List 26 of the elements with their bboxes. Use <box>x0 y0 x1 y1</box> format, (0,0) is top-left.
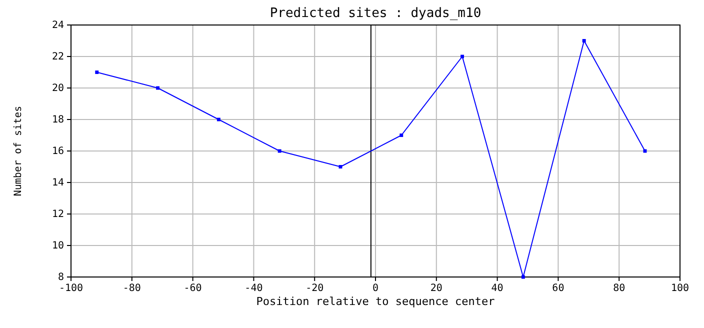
y-tick-label: 8 <box>58 272 64 284</box>
y-tick-label: 24 <box>52 20 64 32</box>
x-tick-label: 80 <box>613 283 626 294</box>
x-tick-label: -60 <box>184 283 202 294</box>
y-axis-title: Number of sites <box>13 106 24 196</box>
x-tick-label: 100 <box>670 283 690 294</box>
point <box>95 70 99 74</box>
y-tick-label: 22 <box>52 52 64 63</box>
x-axis-title: Position relative to sequence center <box>256 295 496 308</box>
x-tick-label: 0 <box>372 283 379 294</box>
point <box>582 39 586 42</box>
x-tick-label: -20 <box>306 283 324 294</box>
x-tick-label: 40 <box>491 283 504 294</box>
y-tick-label: 20 <box>52 83 64 94</box>
x-tick-label: 60 <box>552 283 564 294</box>
y-tick-label: 12 <box>52 209 64 220</box>
y-tick-label: 10 <box>52 240 64 252</box>
x-tick-label: -80 <box>122 283 141 294</box>
y-tick-label: 18 <box>52 114 64 126</box>
chart-title: Predicted sites : dyads_m10 <box>270 6 482 21</box>
x-tick-label: -40 <box>244 283 263 294</box>
x-tick-label: -100 <box>58 283 84 294</box>
y-tick-label: 16 <box>52 146 64 158</box>
y-tick-label: 14 <box>52 178 64 189</box>
x-tick-label: 20 <box>430 283 442 294</box>
point <box>400 134 404 137</box>
